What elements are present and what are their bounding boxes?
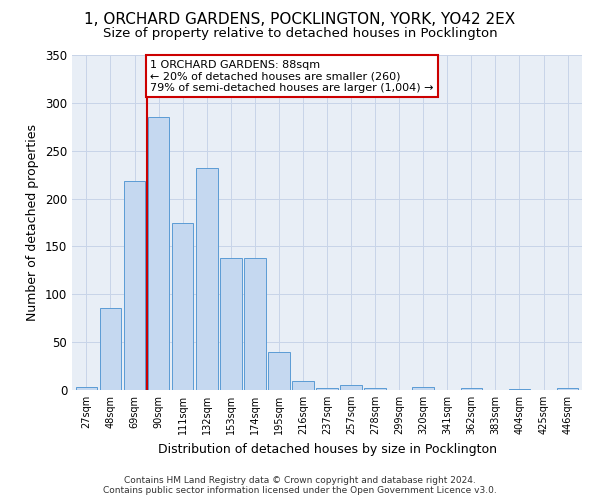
Bar	[100, 308, 121, 390]
Bar	[148, 117, 169, 390]
Bar	[244, 258, 266, 390]
Bar	[172, 222, 193, 390]
Bar	[340, 385, 362, 390]
Text: Size of property relative to detached houses in Pocklington: Size of property relative to detached ho…	[103, 28, 497, 40]
Bar	[316, 388, 338, 390]
Bar	[364, 388, 386, 390]
Text: 1 ORCHARD GARDENS: 88sqm
← 20% of detached houses are smaller (260)
79% of semi-: 1 ORCHARD GARDENS: 88sqm ← 20% of detach…	[150, 60, 434, 93]
Bar	[268, 352, 290, 390]
Bar	[220, 258, 242, 390]
Bar	[509, 389, 530, 390]
X-axis label: Distribution of detached houses by size in Pocklington: Distribution of detached houses by size …	[157, 442, 497, 456]
Bar	[412, 387, 434, 390]
Bar	[461, 388, 482, 390]
Bar	[124, 182, 145, 390]
Y-axis label: Number of detached properties: Number of detached properties	[26, 124, 40, 321]
Bar	[557, 388, 578, 390]
Bar	[76, 387, 97, 390]
Bar	[196, 168, 218, 390]
Text: 1, ORCHARD GARDENS, POCKLINGTON, YORK, YO42 2EX: 1, ORCHARD GARDENS, POCKLINGTON, YORK, Y…	[85, 12, 515, 28]
Text: Contains HM Land Registry data © Crown copyright and database right 2024.
Contai: Contains HM Land Registry data © Crown c…	[103, 476, 497, 495]
Bar	[292, 382, 314, 390]
